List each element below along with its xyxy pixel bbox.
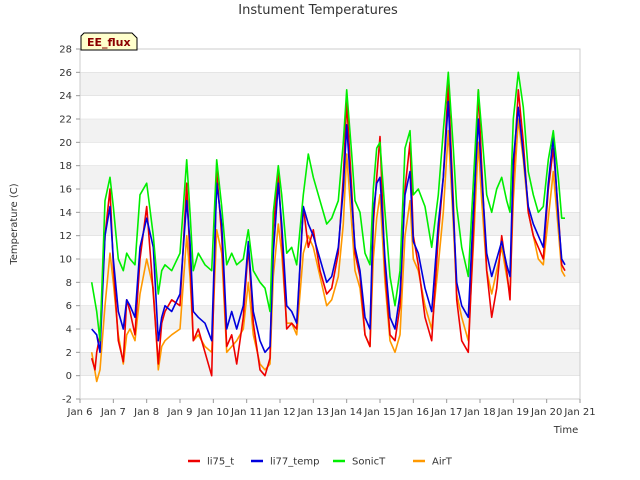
series-line-sonict	[90, 71, 565, 342]
plot-frame	[79, 48, 581, 400]
series-lines	[90, 71, 566, 383]
chart-title: Instument Temperatures	[238, 3, 398, 18]
legend-label: SonicT	[352, 457, 386, 468]
legend-label: li77_temp	[270, 457, 319, 468]
y-tick-label: 18	[59, 161, 72, 172]
x-tick-label: Jan 7	[100, 407, 126, 418]
background-band	[80, 352, 580, 376]
series-line-li77-temp	[91, 100, 566, 354]
x-tick-label: Jan 16	[397, 407, 429, 418]
x-tick-label: Jan 14	[330, 407, 362, 418]
background-band	[80, 72, 580, 96]
background-band	[80, 212, 580, 236]
y-tick-label: 4	[66, 325, 72, 336]
series-line-airt	[90, 118, 566, 383]
x-tick-label: Jan 9	[167, 407, 193, 418]
x-axis-ticks: Jan 6 Jan 7 Jan 8 Jan 9 Jan 10 Jan 11 Jan 12 Ja…	[67, 399, 596, 418]
legend-label: li75_t	[207, 457, 234, 468]
y-tick-label: 14	[59, 208, 72, 219]
y-axis-title: Temperature (C)	[9, 183, 20, 265]
x-tick-label: Jan 19	[497, 407, 529, 418]
y-tick-label: 0	[66, 371, 72, 382]
y-tick-label: 20	[59, 138, 72, 149]
x-tick-label: Jan 11	[230, 407, 262, 418]
badge-label: EE_flux	[87, 36, 131, 49]
series-line-li75-t	[90, 83, 566, 377]
background-bands	[80, 72, 580, 376]
y-tick-label: 24	[59, 91, 72, 102]
y-tick-label: 2	[66, 348, 72, 359]
x-tick-label: Jan 18	[463, 407, 495, 418]
x-tick-label: Jan 8	[133, 407, 159, 418]
x-tick-label: Jan 13	[297, 407, 329, 418]
y-tick-label: 12	[59, 231, 72, 242]
x-tick-label: Jan 12	[263, 407, 295, 418]
y-tick-label: 8	[66, 278, 72, 289]
x-tick-label: Jan 20	[530, 407, 562, 418]
y-tick-label: 28	[59, 45, 72, 56]
x-axis-title: Time	[553, 425, 578, 436]
legend: li75_t li77_temp SonicT AirT	[188, 457, 453, 468]
x-tick-label: Jan 6	[67, 407, 93, 418]
x-tick-label: Jan 17	[430, 407, 462, 418]
x-tick-label: Jan 15	[363, 407, 395, 418]
ee-flux-badge: EE_flux	[80, 32, 138, 51]
background-band	[80, 119, 580, 143]
legend-label: AirT	[432, 457, 453, 468]
y-tick-label: 6	[66, 301, 72, 312]
background-band	[80, 165, 580, 189]
y-tick-label: 26	[59, 68, 72, 79]
y-tick-label: 16	[59, 185, 72, 196]
x-tick-label: Jan 21	[563, 407, 595, 418]
y-tick-label: 22	[59, 115, 72, 126]
x-tick-label: Jan 10	[197, 407, 229, 418]
y-tick-label: -2	[62, 395, 72, 406]
y-tick-label: 10	[59, 255, 72, 266]
badge-shape	[80, 32, 138, 51]
